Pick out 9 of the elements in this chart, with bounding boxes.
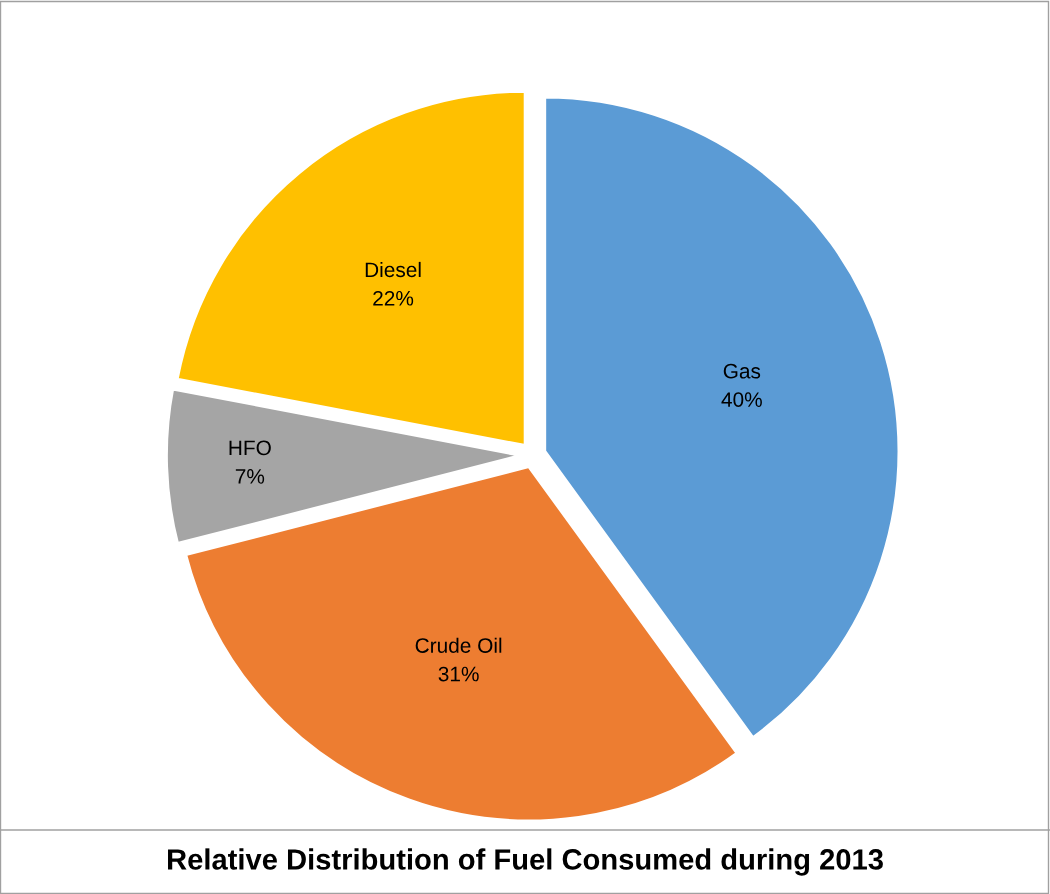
data-label: 22% bbox=[373, 290, 414, 306]
data-label: 31% bbox=[438, 666, 479, 682]
text: Relative Distribution of Fuel Consumed during 2013 bbox=[168, 848, 883, 876]
data-label: 7% bbox=[235, 469, 265, 484]
data-label: 40% bbox=[721, 392, 762, 407]
slice-label: HFO bbox=[229, 440, 271, 456]
slice-label: Gas bbox=[723, 363, 761, 379]
slice-label: Diesel bbox=[365, 261, 421, 278]
slice-label: Crude Oil bbox=[415, 637, 502, 653]
